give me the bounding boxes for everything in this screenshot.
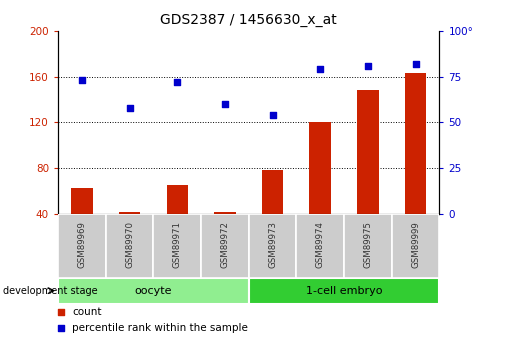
Bar — [296, 214, 344, 278]
Bar — [201, 214, 249, 278]
Point — [221, 101, 229, 107]
Bar — [249, 278, 439, 304]
Text: GSM89969: GSM89969 — [77, 221, 86, 268]
Text: GSM89974: GSM89974 — [316, 221, 325, 268]
Point — [364, 63, 372, 69]
Text: GSM89970: GSM89970 — [125, 221, 134, 268]
Text: percentile rank within the sample: percentile rank within the sample — [72, 323, 248, 333]
Bar — [249, 214, 296, 278]
Point — [269, 112, 277, 118]
Bar — [58, 214, 106, 278]
Bar — [119, 211, 140, 214]
Point — [57, 309, 65, 315]
Point — [126, 105, 134, 111]
Bar — [357, 90, 379, 214]
Bar — [106, 214, 154, 278]
Text: GSM89999: GSM89999 — [411, 221, 420, 268]
Point — [173, 79, 181, 85]
Text: oocyte: oocyte — [135, 286, 172, 296]
Bar — [310, 122, 331, 214]
Text: count: count — [72, 307, 102, 317]
Text: development stage: development stage — [3, 286, 97, 296]
Bar — [214, 211, 236, 214]
Point — [412, 61, 420, 67]
Bar — [405, 73, 426, 214]
Text: GSM89973: GSM89973 — [268, 221, 277, 268]
Bar — [344, 214, 392, 278]
Bar — [262, 170, 283, 214]
Point — [316, 67, 324, 72]
Text: 1-cell embryo: 1-cell embryo — [306, 286, 382, 296]
Bar — [392, 214, 439, 278]
Point — [57, 325, 65, 331]
Point — [78, 78, 86, 83]
Text: GSM89972: GSM89972 — [220, 221, 229, 268]
Bar — [154, 214, 201, 278]
Title: GDS2387 / 1456630_x_at: GDS2387 / 1456630_x_at — [161, 13, 337, 27]
Text: GSM89971: GSM89971 — [173, 221, 182, 268]
Bar — [167, 185, 188, 214]
Bar — [58, 278, 249, 304]
Bar — [71, 188, 92, 214]
Text: GSM89975: GSM89975 — [364, 221, 372, 268]
